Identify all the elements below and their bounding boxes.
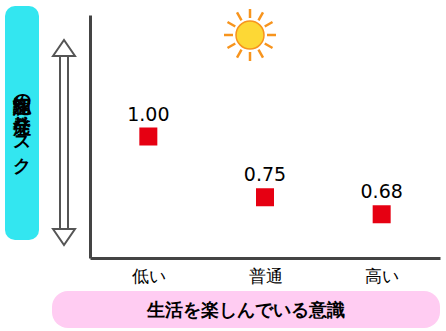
x-tick: 低い	[132, 266, 166, 286]
y-axis-line	[89, 16, 92, 259]
sun-disc	[236, 21, 264, 49]
sun-ray	[224, 34, 233, 37]
xlabel-box	[52, 291, 440, 328]
x-tick-label: 高い	[365, 266, 399, 286]
sun-ray	[249, 9, 252, 18]
y-axis	[90, 16, 91, 259]
sun-ray	[259, 50, 264, 58]
marker	[256, 188, 274, 206]
sun-ray	[237, 12, 242, 20]
double-arrow	[53, 40, 75, 245]
x-tick-label: 普通	[249, 266, 283, 286]
arrow-shaft	[60, 54, 68, 231]
sun-ray	[265, 44, 273, 49]
sun	[224, 9, 276, 61]
marker	[139, 128, 157, 146]
data-label: 1.00	[127, 103, 169, 125]
x-axis-title: 生活を楽しんでいる意識	[146, 299, 345, 320]
x-axis-line	[91, 257, 441, 260]
marks	[139, 128, 390, 224]
arrow-head-up	[53, 40, 75, 56]
x-tick: 普通	[249, 266, 283, 286]
chart: 認知症の発症リスク低い 普通 高い 1.00 0.75 0.68 生活を楽しんでいる意識	[0, 0, 446, 331]
sun-ray	[259, 12, 264, 20]
sun-ray	[265, 22, 273, 27]
marker	[373, 205, 391, 223]
sun-ray	[237, 50, 242, 58]
sun-ray	[227, 44, 235, 49]
arrow-head-down	[53, 229, 75, 245]
data-label: 0.68	[361, 180, 403, 202]
sun-ray	[249, 52, 252, 61]
data-label: 0.75	[244, 163, 286, 185]
ylabel-box	[5, 6, 39, 240]
y-axis-title: 認知症の発症リスク	[12, 82, 33, 175]
sun-ray	[227, 22, 235, 27]
x-tick-label: 低い	[132, 266, 166, 286]
sun-ray	[267, 34, 276, 37]
x-axis: 低い 普通 高い	[91, 259, 441, 287]
x-tick: 高い	[365, 266, 399, 286]
